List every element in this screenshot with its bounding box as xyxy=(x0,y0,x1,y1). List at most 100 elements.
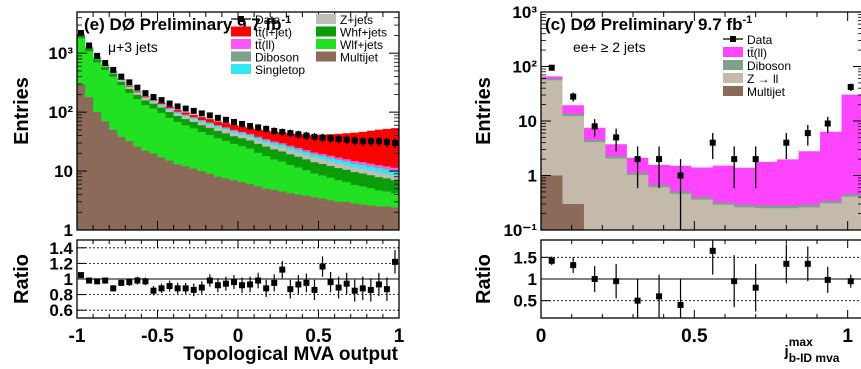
data-point xyxy=(94,52,101,59)
data-point xyxy=(247,123,254,130)
x-tick-label: 1 xyxy=(842,326,853,347)
ratio-point xyxy=(134,277,141,284)
ratio-point xyxy=(656,293,663,300)
ratio-point xyxy=(263,285,270,292)
ratio-point xyxy=(709,247,716,254)
ratio-point xyxy=(94,278,101,285)
ratio-tick-label: 0.8 xyxy=(49,286,73,305)
legend-item: Data xyxy=(723,33,773,47)
data-point xyxy=(804,130,811,137)
legend-item: Z → ll xyxy=(723,72,778,86)
panel-label: (c) xyxy=(545,15,571,34)
data-point xyxy=(158,97,165,104)
legend-label: tt̄(ll) xyxy=(747,46,767,60)
ratio-point xyxy=(126,279,133,286)
y-tick-label: 1 xyxy=(64,221,73,240)
data-point xyxy=(634,156,641,163)
ratio-point xyxy=(287,286,294,293)
legend-item: Diboson xyxy=(231,51,299,65)
data-point xyxy=(367,138,374,145)
ratio-point xyxy=(752,284,759,291)
stack-multijet xyxy=(541,175,861,230)
data-point xyxy=(375,138,382,145)
ratio-axis-label: Ratio xyxy=(473,254,495,304)
ratio-tick-label: 0.6 xyxy=(49,301,73,320)
ratio-point xyxy=(182,285,189,292)
stack-z-ll xyxy=(541,80,861,230)
ratio-point xyxy=(824,276,831,283)
data-point xyxy=(214,114,221,121)
ratio-point xyxy=(78,272,85,279)
x-tick-label: -1 xyxy=(69,326,86,347)
ratio-tick-label: 1.4 xyxy=(49,239,73,258)
ratio-point xyxy=(327,279,334,286)
y-axis-label: Entries xyxy=(473,77,495,145)
legend-swatch xyxy=(723,73,743,83)
ratio-point xyxy=(222,280,229,287)
legend-label: Data xyxy=(747,33,773,47)
data-point xyxy=(134,84,141,91)
data-point xyxy=(824,120,831,127)
legend-item: Z+jets xyxy=(316,13,373,27)
ratio-tick-label: 1 xyxy=(528,270,537,289)
legend-swatch xyxy=(231,39,251,49)
panel-label: (e) xyxy=(84,15,110,34)
ratio-point xyxy=(198,284,205,291)
ratio-point xyxy=(548,257,555,264)
legend-swatch xyxy=(723,86,743,96)
legend-swatch xyxy=(316,14,336,24)
data-point xyxy=(190,107,197,114)
ratio-point xyxy=(206,277,213,284)
legend-swatch xyxy=(316,39,336,49)
data-point xyxy=(383,139,390,146)
chart-subtitle: ee+ ≥ 2 jets xyxy=(573,39,646,55)
data-point xyxy=(359,138,366,145)
y-tick-label: 1 xyxy=(528,167,537,186)
y-tick-label: 10² xyxy=(48,103,73,122)
data-point xyxy=(279,129,286,136)
data-point xyxy=(166,100,173,107)
y-tick-label: 10⁻¹ xyxy=(503,221,537,240)
data-point xyxy=(656,156,663,163)
ratio-point xyxy=(247,281,254,288)
legend-label: Whf+jets xyxy=(340,26,387,40)
legend-item: Diboson xyxy=(723,59,791,73)
legend-swatch xyxy=(231,64,251,74)
ratio-point xyxy=(367,286,374,293)
ratio-panel: 0.5 1 1.5 0 0.5 1 Ratio xyxy=(473,239,861,347)
legend-label: Data xyxy=(255,13,281,27)
legend-swatch xyxy=(316,26,336,37)
ratio-point xyxy=(118,279,125,286)
ratio-point xyxy=(783,260,790,267)
ratio-point xyxy=(303,279,310,286)
x-axis-label-sup: max xyxy=(789,335,813,349)
legend-swatch xyxy=(231,51,251,62)
y-axis-label: Entries xyxy=(11,77,33,145)
data-point xyxy=(230,119,237,126)
data-point xyxy=(311,133,318,140)
title-text: DØ Preliminary 9.7 fb xyxy=(571,15,743,34)
x-tick-label: 0.5 xyxy=(681,326,708,347)
x-tick-label: 0.5 xyxy=(305,326,332,347)
ratio-point xyxy=(375,281,382,288)
y-tick-label: 10 xyxy=(54,162,73,181)
legend-item: tt̄(ll) xyxy=(231,38,275,52)
x-axis-label: jmax b-ID mva xyxy=(784,335,840,365)
ratio-tick-label: 0.5 xyxy=(513,292,537,311)
ratio-point xyxy=(343,280,350,287)
ratio-point xyxy=(255,277,262,284)
ratio-tick-label: 1.2 xyxy=(49,254,73,273)
data-point xyxy=(591,123,598,130)
legend-label: Z+jets xyxy=(340,13,373,27)
legend-swatch xyxy=(723,47,743,57)
data-point xyxy=(752,156,759,163)
stack-multijet xyxy=(77,84,399,230)
legend-label: tt̄(l+jet) xyxy=(255,26,292,40)
ratio-point xyxy=(102,277,109,284)
legend-label: Diboson xyxy=(255,51,299,65)
data-point xyxy=(335,135,342,142)
y-tick-label: 10³ xyxy=(512,3,537,22)
legend-item: Singletop xyxy=(231,63,305,77)
